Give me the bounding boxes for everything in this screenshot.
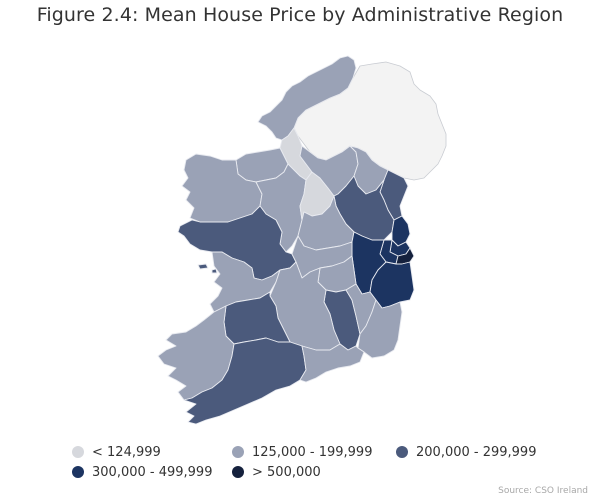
legend-dot-icon [72, 446, 84, 458]
region-fingal[interactable] [391, 215, 411, 247]
legend-item-gt-500k[interactable]: > 500,000 [232, 465, 321, 480]
legend-dot-icon [232, 466, 244, 478]
legend-label: > 500,000 [252, 464, 321, 480]
legend-label: 300,000 - 499,999 [92, 464, 213, 480]
legend-item-125k-200k[interactable]: 125,000 - 199,999 [232, 445, 396, 460]
chart-title: Figure 2.4: Mean House Price by Administ… [36, 4, 564, 26]
legend-dot-icon [232, 446, 244, 458]
legend: < 124,999 125,000 - 199,999 200,000 - 29… [72, 442, 542, 482]
legend-dot-icon [72, 466, 84, 478]
region-wexford[interactable] [357, 299, 403, 359]
region-cork[interactable] [183, 337, 307, 425]
region-waterford[interactable] [299, 343, 365, 383]
legend-item-200k-300k[interactable]: 200,000 - 299,999 [396, 445, 536, 460]
legend-label: 200,000 - 299,999 [416, 444, 537, 460]
legend-dot-icon [396, 446, 408, 458]
legend-label: < 124,999 [92, 444, 161, 460]
legend-item-300k-500k[interactable]: 300,000 - 499,999 [72, 465, 232, 480]
region-galway-islands [197, 263, 218, 274]
legend-label: 125,000 - 199,999 [252, 444, 373, 460]
source-credit: Source: CSO Ireland [498, 486, 588, 496]
legend-item-lt-125k[interactable]: < 124,999 [72, 445, 232, 460]
region-donegal[interactable] [257, 55, 357, 141]
